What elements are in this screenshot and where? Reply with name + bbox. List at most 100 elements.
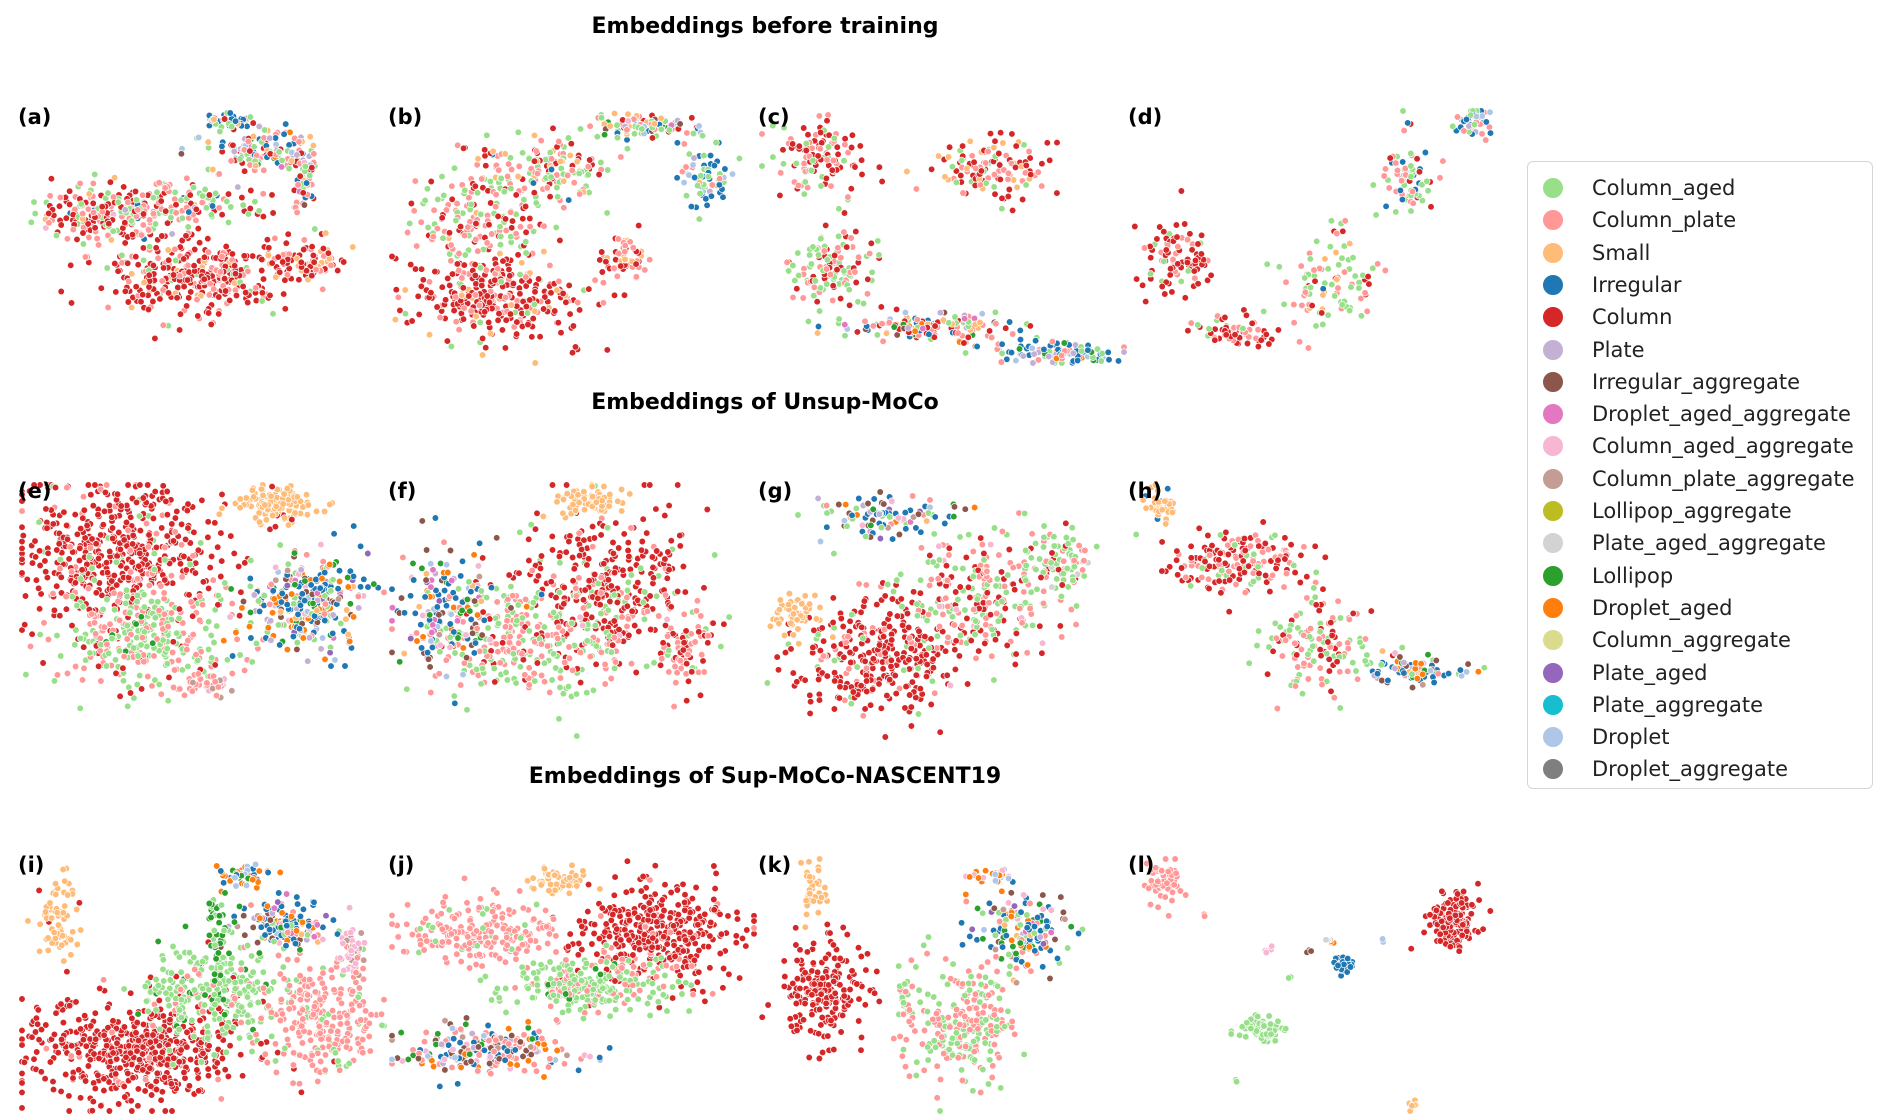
data-point bbox=[190, 262, 198, 270]
data-point bbox=[471, 639, 480, 647]
data-point bbox=[55, 540, 63, 548]
data-point bbox=[71, 641, 79, 649]
data-point bbox=[1369, 181, 1377, 189]
data-point bbox=[637, 564, 645, 572]
data-point bbox=[931, 322, 939, 330]
data-point bbox=[238, 193, 246, 202]
data-point bbox=[164, 289, 173, 297]
data-point bbox=[422, 546, 431, 554]
data-point bbox=[79, 514, 87, 522]
data-point bbox=[619, 566, 627, 574]
data-point bbox=[114, 267, 122, 275]
data-point bbox=[137, 685, 146, 693]
data-point bbox=[810, 292, 818, 300]
data-point bbox=[99, 605, 107, 613]
data-point bbox=[92, 540, 100, 548]
data-point bbox=[477, 680, 485, 688]
data-point bbox=[204, 235, 212, 243]
data-point bbox=[446, 281, 454, 290]
data-point bbox=[459, 144, 468, 152]
data-point bbox=[169, 638, 177, 646]
data-point bbox=[394, 293, 402, 301]
data-point bbox=[124, 259, 132, 267]
data-point bbox=[508, 217, 517, 225]
data-point bbox=[21, 592, 30, 600]
data-point bbox=[1462, 115, 1471, 124]
data-point bbox=[236, 651, 244, 659]
data-point bbox=[560, 177, 568, 185]
data-point bbox=[513, 617, 521, 625]
data-point bbox=[861, 317, 869, 325]
data-point bbox=[1043, 139, 1051, 147]
data-point bbox=[400, 609, 409, 617]
data-point bbox=[1194, 321, 1202, 329]
data-point bbox=[235, 612, 244, 620]
data-point bbox=[1297, 262, 1305, 270]
data-point bbox=[650, 659, 658, 667]
data-point bbox=[498, 639, 507, 647]
data-point bbox=[429, 566, 437, 574]
data-point bbox=[1306, 283, 1315, 292]
data-point bbox=[1478, 130, 1486, 138]
data-point bbox=[283, 484, 291, 493]
data-point bbox=[269, 209, 277, 217]
data-point bbox=[584, 163, 592, 171]
data-point bbox=[615, 625, 623, 634]
data-point bbox=[31, 537, 39, 545]
data-point bbox=[1013, 183, 1021, 191]
data-point bbox=[346, 600, 355, 608]
data-point bbox=[110, 174, 119, 182]
data-point bbox=[313, 606, 321, 615]
data-point bbox=[452, 216, 460, 225]
data-point bbox=[211, 661, 219, 669]
data-point bbox=[427, 688, 435, 697]
data-point bbox=[543, 184, 551, 192]
data-point bbox=[293, 208, 301, 217]
data-point bbox=[94, 241, 103, 249]
data-point bbox=[401, 286, 409, 294]
data-point bbox=[1053, 189, 1061, 197]
data-point bbox=[610, 633, 618, 642]
data-point bbox=[1181, 220, 1189, 228]
data-point bbox=[179, 619, 187, 627]
data-point bbox=[478, 334, 487, 343]
data-point bbox=[853, 328, 862, 336]
data-point bbox=[576, 190, 584, 198]
data-point bbox=[586, 652, 594, 661]
data-point bbox=[140, 591, 148, 599]
data-point bbox=[194, 224, 202, 233]
data-point bbox=[597, 648, 605, 656]
data-point bbox=[716, 175, 724, 183]
data-point bbox=[356, 583, 365, 591]
data-point bbox=[259, 190, 267, 198]
data-point bbox=[388, 617, 396, 625]
data-point bbox=[1019, 352, 1027, 360]
data-point bbox=[1274, 326, 1283, 334]
data-point bbox=[120, 652, 128, 661]
data-point bbox=[176, 560, 185, 568]
data-point bbox=[196, 592, 204, 601]
data-point bbox=[604, 524, 612, 532]
data-point bbox=[477, 210, 485, 218]
data-point bbox=[1169, 255, 1177, 264]
data-point bbox=[628, 607, 636, 615]
data-point bbox=[268, 609, 277, 617]
data-point bbox=[112, 558, 121, 566]
data-point bbox=[612, 519, 620, 527]
data-point bbox=[859, 299, 868, 308]
data-point bbox=[132, 283, 140, 291]
data-point bbox=[458, 291, 466, 300]
data-point bbox=[504, 160, 513, 168]
data-point bbox=[611, 658, 620, 666]
data-point bbox=[340, 258, 348, 266]
data-point bbox=[267, 617, 275, 625]
data-point bbox=[175, 605, 184, 613]
data-point bbox=[982, 159, 990, 167]
data-point bbox=[136, 549, 144, 558]
scatter-plot bbox=[27, 109, 357, 343]
data-point bbox=[139, 291, 147, 299]
data-point bbox=[65, 555, 73, 563]
data-point bbox=[1364, 272, 1372, 281]
data-point bbox=[1174, 260, 1182, 268]
data-point bbox=[302, 267, 311, 275]
